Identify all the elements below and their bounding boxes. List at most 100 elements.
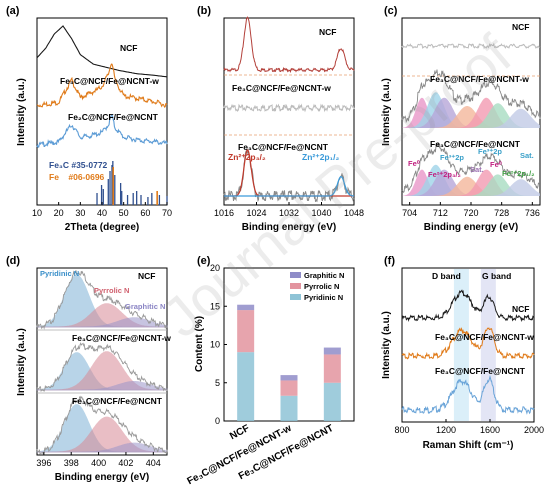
x-tick-label: 1048: [344, 208, 364, 218]
x-tick-label: 60: [140, 208, 150, 218]
panel-d: (d) NCF Pyridinic N Pyrrolic N Graphitic…: [6, 255, 171, 483]
panel-f-d-band-highlight: [453, 269, 469, 421]
bar-segment: [323, 382, 341, 421]
fit-line-zn12: [224, 176, 355, 197]
panel-c-ann-sat2: Sat.: [520, 151, 534, 160]
panel-b-x-ticks: 1016 1024 1032 1040 1048: [214, 202, 364, 218]
y-tick-label: 20: [210, 263, 220, 273]
x-tick-label: 398: [64, 458, 79, 468]
panel-a-ylabel: Intensity (a.u.): [16, 78, 27, 146]
bar-segment: [280, 375, 298, 381]
fit-component-area: [402, 103, 540, 128]
panel-c-x-ticks: 704 712 720 728 736: [402, 202, 540, 218]
panel-c-ann-fe3a: Fe³⁺2p: [440, 153, 464, 162]
panel-c-label-ncf: NCF: [512, 22, 529, 32]
legend-swatch-graphitic: [290, 272, 301, 278]
panel-e-tag: (e): [197, 255, 211, 267]
panel-d-tag: (d): [6, 255, 20, 267]
panel-d-label-ncf: NCF: [138, 271, 155, 281]
panel-a-label-s3: Fe₂C@NCF/Fe@NCNT: [68, 112, 159, 122]
fit-component-area: [402, 106, 540, 128]
panel-b-tag: (b): [197, 5, 211, 17]
legend-swatch-pyridinic: [290, 294, 301, 300]
series-line: [36, 270, 168, 330]
panel-a-ref-fe: Fe #06-0696: [49, 172, 105, 182]
bar-segment: [323, 347, 341, 355]
panel-c-label-s2: Fe₃C@NCF/Fe@NCNT-w: [430, 74, 529, 84]
panel-a-reference-sticks: [96, 161, 168, 205]
panel-c-ann-sat1: Sat.: [470, 165, 484, 174]
panel-f: (f) D band G band NCF Fe₃C@NCF/Fe@NCNT-w…: [381, 255, 544, 451]
bar-segment: [280, 395, 298, 421]
panel-d-label-s2: Fe₃C@NCF/Fe@NCNT-w: [72, 333, 171, 343]
panel-c-ann-fe2b: Fe²⁺2p₁/₂: [502, 169, 534, 178]
series-line: [401, 69, 541, 124]
series-line: [36, 113, 168, 148]
panel-b-xlabel: Binding energy (eV): [242, 222, 336, 233]
fit-component-area: [402, 97, 540, 128]
series-line: [401, 142, 540, 193]
x-tick-label: 30: [75, 208, 85, 218]
series-line: [223, 148, 355, 203]
x-tick-label: 404: [146, 458, 161, 468]
panel-b-label-ncf: NCF: [319, 27, 336, 37]
x-tick-label: 1032: [279, 208, 299, 218]
panel-c-ann-fe0a: Fe⁰: [408, 159, 421, 168]
panel-f-label-s2: Fe₃C@NCF/Fe@NCNT-w: [435, 332, 534, 342]
x-tick-label: 1600: [480, 425, 500, 435]
x-tick-label: 712: [433, 208, 448, 218]
panel-e-legend: Graphitic N Pyrrolic N Pyridinic N: [290, 271, 344, 302]
bar-segment: [237, 352, 255, 421]
series-line: [401, 374, 535, 415]
panel-d-comp-pyrrolic: Pyrrolic N: [94, 286, 129, 295]
panel-f-traces: [401, 289, 535, 415]
panel-c-xlabel: Binding energy (eV): [424, 222, 518, 233]
y-tick-label: 0: [215, 416, 220, 426]
panel-e-bars: [237, 304, 341, 421]
series-line: [401, 327, 535, 360]
x-tick-label: 2000: [524, 425, 544, 435]
x-tick-label: 20: [54, 208, 64, 218]
panel-c-ann-fe3b: Fe³⁺2p: [478, 147, 502, 156]
panel-f-gband-label: G band: [482, 271, 511, 281]
panel-f-x-ticks: 800 1200 1600 2000: [394, 419, 544, 435]
panel-a-traces: [36, 25, 168, 148]
x-tick-label: 736: [525, 208, 540, 218]
panel-f-xlabel: Raman Shift (cm⁻¹): [423, 440, 514, 451]
panel-e: (e) 0 5 10 15 20 Graphitic N Pyrrolic N Pyri…: [186, 255, 355, 487]
fit-component-area: [402, 174, 540, 196]
series-line: [36, 395, 168, 455]
panel-c-traces: [401, 42, 541, 196]
fit-component-area: [402, 97, 540, 128]
x-tick-label: 704: [402, 208, 417, 218]
legend-label-pyrrolic: Pyrrolic N: [304, 282, 339, 291]
panel-b-traces: [223, 16, 355, 203]
x-tick-label: 396: [36, 458, 51, 468]
fit-component-area: [402, 108, 540, 128]
series-line: [36, 25, 168, 78]
y-tick-label: 5: [215, 378, 220, 388]
x-tick-label: 70: [162, 208, 172, 218]
x-tick-label: 800: [394, 425, 409, 435]
x-tick-label: 1040: [311, 208, 331, 218]
panel-a-x-ticks: 10 20 30 40 50 60 70: [32, 202, 172, 218]
series-line: [36, 63, 168, 108]
panel-c-ylabel: Intensity (a.u.): [381, 78, 392, 146]
panel-f-label-ncf: NCF: [512, 304, 529, 314]
panel-d-label-s3: Fe₃C@NCF/Fe@NCNT: [72, 396, 163, 406]
fit-component-area: [402, 97, 540, 128]
panel-d-ylabel: Intensity (a.u.): [16, 328, 27, 396]
panel-a-label-ncf: NCF: [120, 43, 137, 53]
fit-component-area: [402, 169, 540, 196]
panel-e-y-ticks: 0 5 10 15 20: [210, 263, 227, 426]
x-tick-label: 1200: [436, 425, 456, 435]
panel-c-label-s3: Fe₃C@NCF/Fe@NCNT: [430, 139, 521, 149]
panel-f-dband-label: D band: [432, 271, 461, 281]
panel-b-label-s2: Fe₃C@NCF/Fe@NCNT-w: [232, 83, 331, 93]
legend-label-pyridinic: Pyridinic N: [304, 293, 343, 302]
bar-segment: [237, 310, 255, 353]
panel-b-ann-zn12: Zn²⁺2p₁/₂: [302, 152, 339, 162]
panel-b-ann-zn32: Zn²⁺2p₃/₂: [228, 152, 266, 162]
x-tick-label: 402: [118, 458, 133, 468]
